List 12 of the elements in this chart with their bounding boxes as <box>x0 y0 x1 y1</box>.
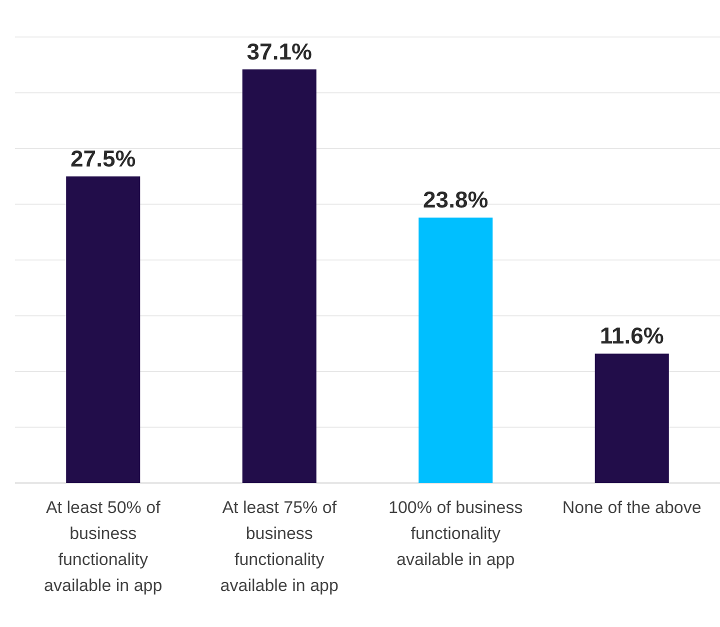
x-tick-label: None of the above <box>562 498 702 517</box>
data-label: 27.5% <box>70 145 136 172</box>
bar <box>418 218 493 483</box>
x-tick-label: At least 75% of business functionality available in app <box>220 498 338 595</box>
data-label: 37.1% <box>246 38 312 64</box>
bar <box>66 176 140 483</box>
x-tick-label: 100% of business functionality available in app <box>388 498 523 569</box>
data-label: 23.8% <box>423 186 488 213</box>
bar <box>594 354 669 483</box>
x-tick-label: At least 50% of business functionality available in app <box>44 498 162 595</box>
bar <box>242 69 316 483</box>
data-label: 11.6% <box>600 322 664 349</box>
